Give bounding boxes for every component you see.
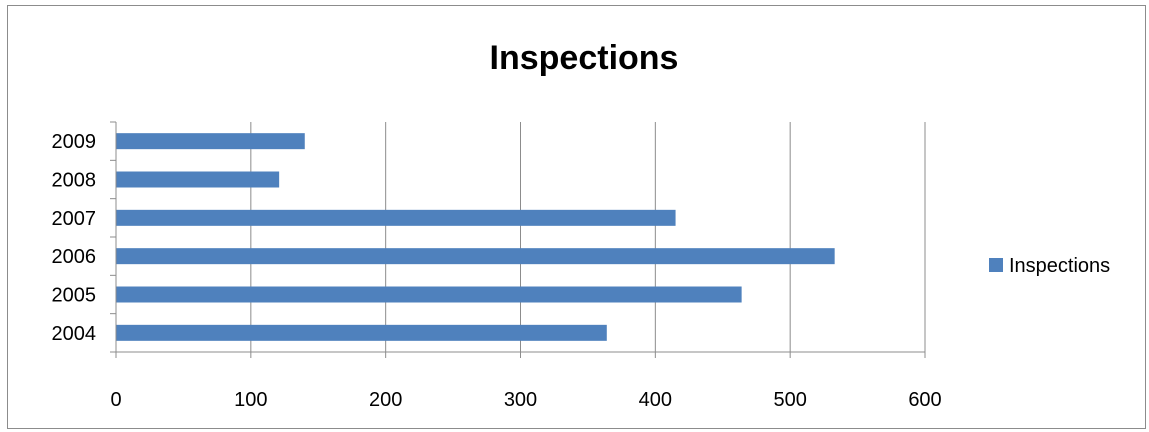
legend-label: Inspections — [1009, 255, 1110, 277]
x-tick-label: 200 — [369, 389, 402, 411]
bar — [116, 286, 742, 303]
x-tick-label: 400 — [639, 389, 672, 411]
chart-title: Inspections — [490, 39, 679, 77]
bar — [116, 324, 607, 341]
y-tick-label: 2009 — [52, 131, 97, 153]
y-tick-label: 2008 — [52, 170, 97, 192]
legend-swatch — [989, 258, 1003, 272]
y-tick-label: 2004 — [52, 323, 97, 345]
x-tick-label: 0 — [110, 389, 121, 411]
axes — [110, 121, 925, 353]
x-axis-labels: 0 100 200 300 400 500 600 — [110, 389, 941, 411]
bar — [116, 133, 305, 150]
bar-series — [116, 133, 835, 341]
y-axis-labels: 2004 2005 2006 2007 2008 2009 — [52, 131, 97, 345]
x-tick-label: 300 — [504, 389, 537, 411]
legend: Inspections — [989, 255, 1110, 277]
y-tick-label: 2007 — [52, 208, 97, 230]
x-tick-label: 100 — [234, 389, 267, 411]
bar — [116, 248, 835, 265]
bar — [116, 209, 676, 226]
y-tick-label: 2006 — [52, 246, 97, 268]
x-tick-label: 600 — [908, 389, 941, 411]
gridlines — [115, 122, 926, 358]
y-tick-label: 2005 — [52, 285, 97, 307]
x-tick-label: 500 — [773, 389, 806, 411]
bar — [116, 171, 280, 188]
